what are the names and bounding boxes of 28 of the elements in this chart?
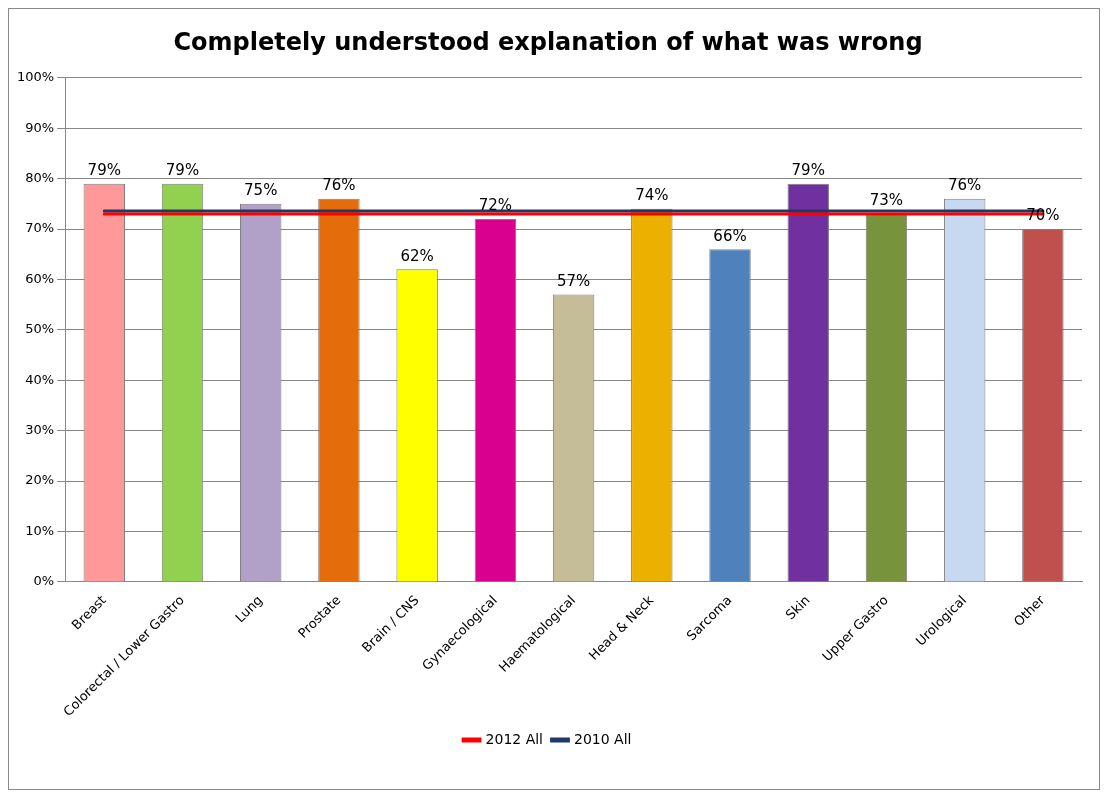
x-tick-label: Skin <box>782 592 813 623</box>
data-label: 70% <box>1026 206 1060 225</box>
y-tick-label: 10% <box>25 522 55 538</box>
data-label: 79% <box>87 161 121 180</box>
legend-label: 2010 All <box>574 730 632 747</box>
chart-title: Completely understood explanation of what was wrong <box>173 27 923 56</box>
data-label: 73% <box>869 191 904 210</box>
y-tick-label: 80% <box>25 170 55 185</box>
y-tick-label: 50% <box>25 321 55 337</box>
data-label: 66% <box>713 226 747 245</box>
data-label: 79% <box>165 161 200 180</box>
y-tick-label: 0% <box>33 573 55 589</box>
legend-label: 2012 All <box>485 730 543 747</box>
data-label: 75% <box>244 181 278 200</box>
data-label: 72% <box>478 196 513 215</box>
data-label: 76% <box>322 176 356 195</box>
y-tick-label: 60% <box>25 270 55 286</box>
y-tick-label: 70% <box>25 220 55 236</box>
y-tick-label: 100% <box>16 69 55 85</box>
data-label: 62% <box>400 246 434 265</box>
y-tick-label: 40% <box>25 371 55 387</box>
y-tick-label: 20% <box>25 472 55 488</box>
data-label: 57% <box>556 271 591 290</box>
data-label: 76% <box>948 176 982 195</box>
data-label: 74% <box>635 186 669 205</box>
y-tick-label: 30% <box>25 422 55 438</box>
y-tick-label: 90% <box>25 119 55 135</box>
data-label: 79% <box>791 161 825 180</box>
